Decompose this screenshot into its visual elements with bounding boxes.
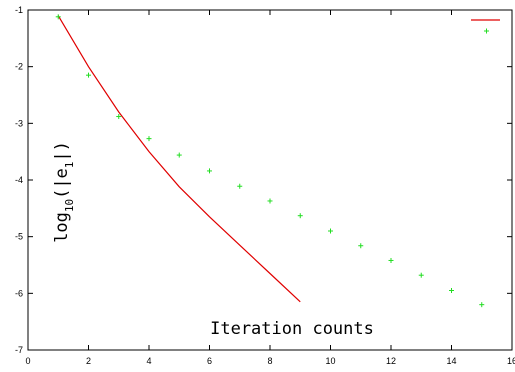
data-point (55, 14, 61, 20)
data-point (146, 136, 152, 142)
data-point (297, 213, 303, 219)
x-axis-title: Iteration counts (210, 319, 374, 339)
y-tick-label: -5 (15, 232, 23, 242)
data-point (418, 272, 424, 278)
y-axis-title-arg-open: (|e (52, 168, 72, 199)
x-tick-label: 16 (507, 356, 515, 366)
y-tick-label: -6 (15, 288, 23, 298)
y-axis-title-sub: 10 (63, 199, 76, 212)
y-tick-label: -3 (15, 118, 23, 128)
x-tick-label: 14 (446, 356, 456, 366)
y-axis-title-arg-close: |) (52, 141, 72, 161)
legend-point-sample (484, 28, 489, 34)
data-point (267, 198, 273, 204)
series-line-0 (57, 15, 301, 303)
plot-frame (27, 9, 513, 351)
y-axis-title: log10(|e1|) (52, 141, 76, 243)
data-point (388, 257, 394, 263)
y-tick-label: -7 (15, 345, 23, 355)
x-tick-label: 6 (207, 356, 212, 366)
y-axis-title-base: log (52, 212, 72, 243)
data-point (449, 288, 454, 293)
x-tick-label: 12 (386, 356, 396, 366)
data-point (207, 168, 212, 174)
plot-area (55, 14, 485, 308)
x-tick-label: 8 (267, 356, 272, 366)
y-tick-label: -1 (15, 5, 23, 15)
data-point (358, 243, 364, 249)
legend (471, 19, 500, 34)
y-tick-label: -4 (15, 175, 23, 185)
data-point (479, 302, 485, 308)
y-tick-label: -2 (15, 62, 23, 72)
y-axis: -1 -2 -3 -4 -5 -6 -7 (15, 5, 512, 355)
data-point (328, 228, 333, 234)
x-axis: 0 2 4 6 8 10 12 14 16 (25, 10, 515, 366)
y-axis-title-arg-sub: 1 (63, 162, 76, 169)
data-point (176, 152, 182, 158)
data-point (86, 72, 91, 78)
x-tick-label: 2 (86, 356, 91, 366)
x-tick-label: 0 (25, 356, 30, 366)
x-tick-label: 10 (325, 356, 335, 366)
data-point (237, 183, 243, 189)
x-tick-label: 4 (146, 356, 151, 366)
data-point (116, 114, 122, 120)
